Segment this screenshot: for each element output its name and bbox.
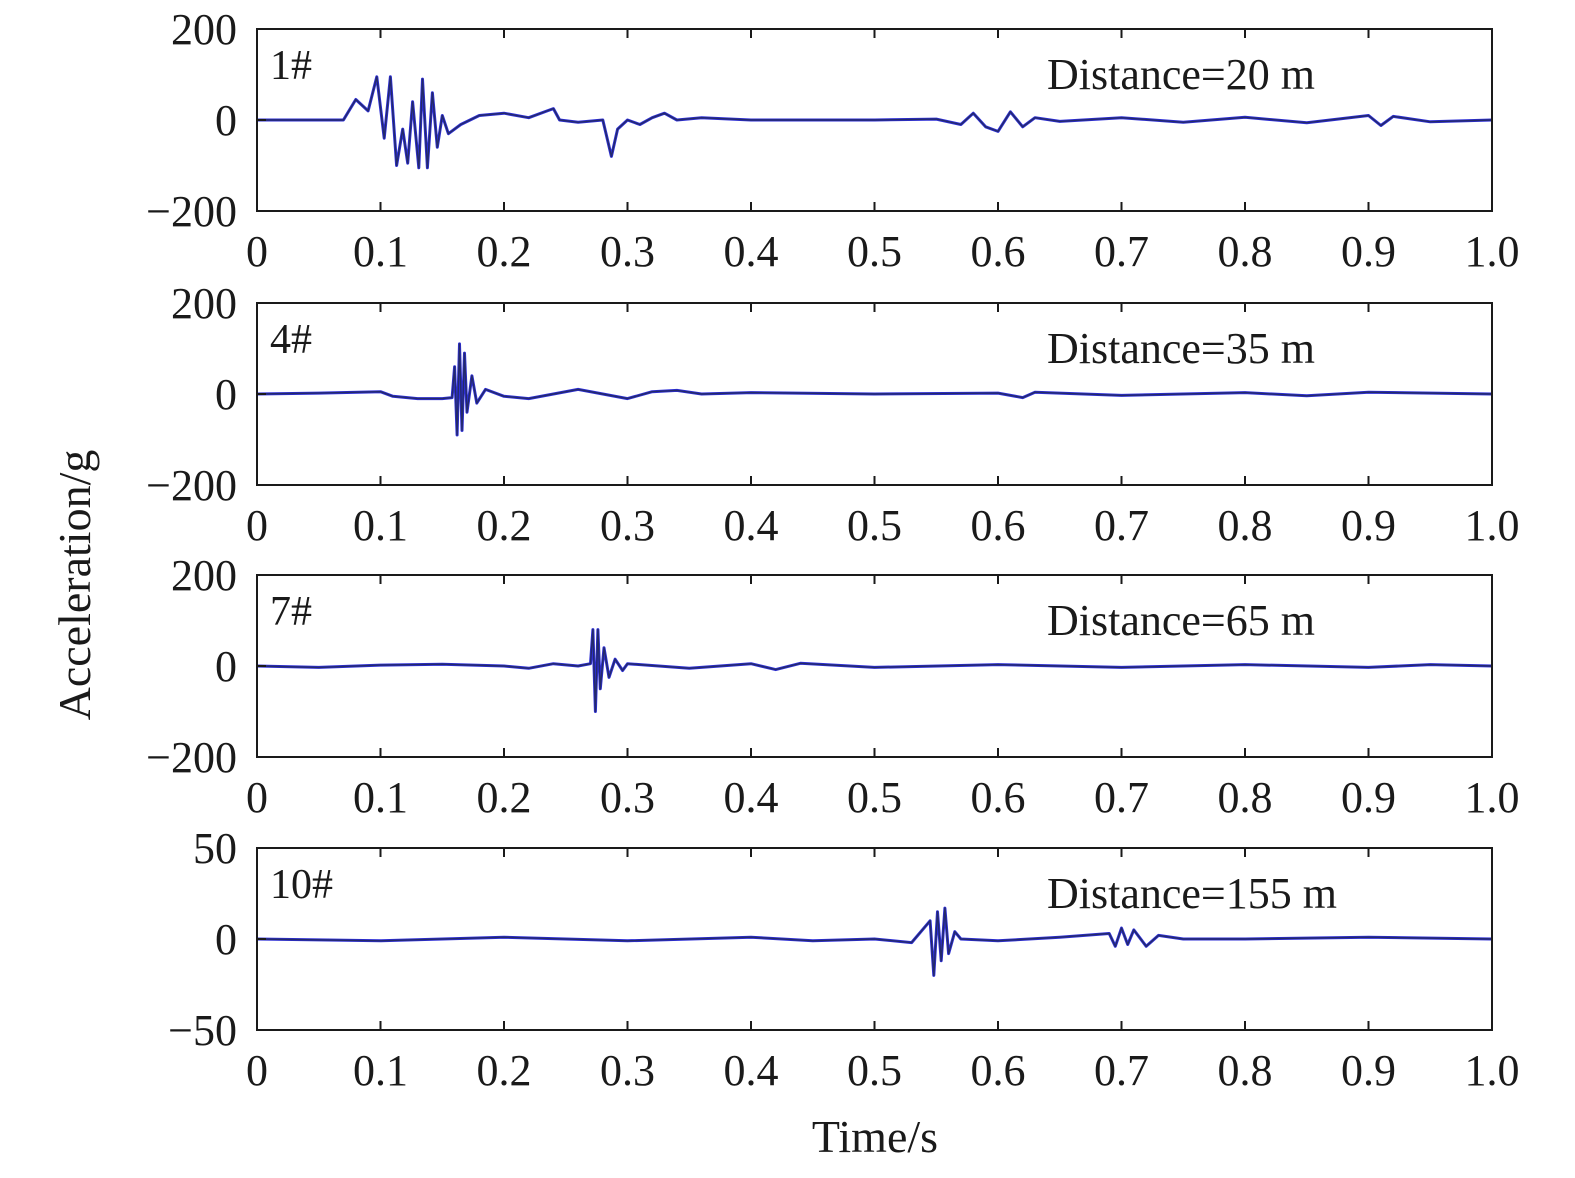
panels-layer: 0 0.1 0.2 0.3 0.4 0.5 0.6 0.7 0.8 0.9 1.02000−2001…	[146, 5, 1519, 1095]
x-tick-label: 0.4	[724, 501, 779, 550]
x-tick-label: 0.1	[353, 227, 408, 276]
y-tick-label: 0	[215, 642, 237, 691]
y-tick-label: 200	[171, 551, 237, 600]
distance-annotation: Distance=65 m	[1047, 596, 1315, 645]
panel-3: 0 0.1 0.2 0.3 0.4 0.5 0.6 0.7 0.8 0.9 1.02000−2007…	[146, 551, 1519, 822]
x-tick-label: 0.3	[600, 227, 655, 276]
x-tick-label: 1.0	[1465, 501, 1520, 550]
station-label: 10#	[270, 862, 333, 908]
x-tick-label: 0.3	[600, 1046, 655, 1095]
x-tick-label: 0.3	[600, 501, 655, 550]
x-tick-label: 0.7	[1094, 1046, 1149, 1095]
x-tick-label: 0.6	[971, 1046, 1026, 1095]
x-tick-label: 0.9	[1341, 227, 1396, 276]
x-tick-label: 0.4	[724, 1046, 779, 1095]
panel-2: 0 0.1 0.2 0.3 0.4 0.5 0.6 0.7 0.8 0.9 1.02000−2004…	[146, 279, 1519, 550]
x-tick-label: 0	[246, 773, 268, 822]
x-tick-label: 0.5	[847, 501, 902, 550]
x-tick-label: 0.2	[477, 1046, 532, 1095]
x-tick-label: 0.1	[353, 501, 408, 550]
x-tick-label: 0.2	[477, 227, 532, 276]
station-label: 4#	[270, 317, 312, 363]
panel-4: 0 0.1 0.2 0.3 0.4 0.5 0.6 0.7 0.8 0.9 1.0500−5010#…	[168, 824, 1519, 1095]
station-label: 1#	[270, 43, 312, 89]
x-tick-label: 0.6	[971, 501, 1026, 550]
y-tick-label: −50	[168, 1006, 237, 1055]
distance-annotation: Distance=35 m	[1047, 324, 1315, 373]
x-tick-label: 0.7	[1094, 227, 1149, 276]
x-tick-label: 0.6	[971, 227, 1026, 276]
y-tick-label: 0	[215, 915, 237, 964]
x-tick-label: 0.5	[847, 1046, 902, 1095]
y-tick-label: 200	[171, 5, 237, 54]
x-tick-label: 0.7	[1094, 773, 1149, 822]
x-tick-label: 0.2	[477, 773, 532, 822]
x-tick-label: 0.2	[477, 501, 532, 550]
y-tick-label: 50	[193, 824, 237, 873]
x-tick-label: 0.4	[724, 227, 779, 276]
x-tick-label: 0.8	[1218, 1046, 1273, 1095]
x-tick-label: 0.5	[847, 227, 902, 276]
x-tick-label: 0.5	[847, 773, 902, 822]
y-tick-label: −200	[146, 461, 237, 510]
x-tick-label: 0	[246, 227, 268, 276]
x-tick-label: 0.9	[1341, 501, 1396, 550]
y-tick-label: −200	[146, 187, 237, 236]
x-tick-label: 0.9	[1341, 773, 1396, 822]
panel-1: 0 0.1 0.2 0.3 0.4 0.5 0.6 0.7 0.8 0.9 1.02000−2001…	[146, 5, 1519, 276]
x-tick-label: 0	[246, 1046, 268, 1095]
distance-annotation: Distance=155 m	[1047, 869, 1337, 918]
x-tick-label: 1.0	[1465, 227, 1520, 276]
y-tick-label: 200	[171, 279, 237, 328]
x-tick-label: 0.7	[1094, 501, 1149, 550]
station-label: 7#	[270, 589, 312, 635]
distance-annotation: Distance=20 m	[1047, 50, 1315, 99]
signal-trace-shadow	[257, 76, 1493, 169]
y-tick-label: 0	[215, 370, 237, 419]
signal-trace-shadow	[256, 343, 1493, 436]
signal-trace-shadow	[256, 907, 1493, 977]
x-tick-label: 0.8	[1218, 501, 1273, 550]
x-tick-label: 1.0	[1465, 1046, 1520, 1095]
x-tick-label: 0.6	[971, 773, 1026, 822]
y-tick-label: 0	[215, 96, 237, 145]
x-tick-label: 0.4	[724, 773, 779, 822]
x-tick-label: 0.1	[353, 1046, 408, 1095]
signal-trace-shadow	[256, 628, 1493, 713]
x-tick-label: 0.9	[1341, 1046, 1396, 1095]
x-tick-label: 0.3	[600, 773, 655, 822]
signal-trace	[256, 906, 1493, 977]
x-axis-title: Time/s	[812, 1111, 938, 1162]
y-axis-title: Acceleration/g	[49, 450, 100, 721]
y-tick-label: −200	[146, 733, 237, 782]
x-tick-label: 0.1	[353, 773, 408, 822]
x-tick-label: 0	[246, 501, 268, 550]
x-tick-label: 0.8	[1218, 773, 1273, 822]
x-tick-label: 1.0	[1465, 773, 1520, 822]
x-tick-label: 0.8	[1218, 227, 1273, 276]
